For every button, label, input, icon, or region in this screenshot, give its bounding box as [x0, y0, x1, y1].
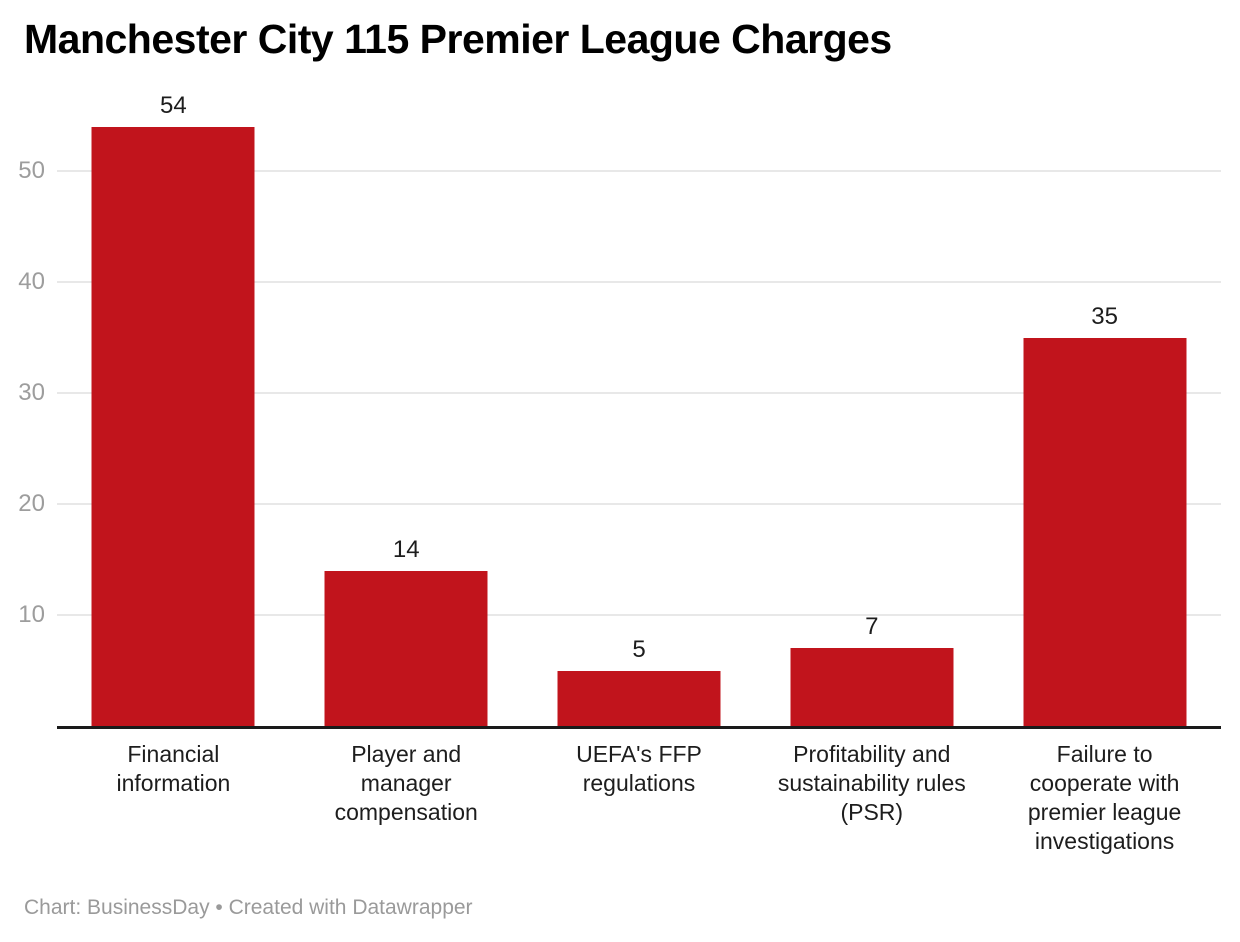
y-tick-label-40: 40 — [18, 268, 45, 295]
bar-value-label-3: 7 — [865, 613, 879, 641]
bar-slot-0: 54 — [57, 90, 290, 726]
bar-2 — [557, 670, 721, 726]
bar-3 — [790, 648, 954, 726]
x-axis-labels: Financial information Player and manager … — [57, 740, 1221, 856]
bar-0 — [91, 126, 255, 726]
y-tick-label-10: 10 — [18, 601, 45, 628]
bar-value-label-0: 54 — [160, 91, 187, 119]
y-tick-label-50: 50 — [18, 157, 45, 184]
bar-1 — [324, 570, 488, 726]
gridline-40 — [57, 281, 1221, 283]
bar-value-label-4: 35 — [1091, 302, 1118, 330]
bar-slot-4: 35 — [988, 90, 1221, 726]
y-tick-label-20: 20 — [18, 490, 45, 517]
gridline-30 — [57, 392, 1221, 394]
chart-footer: Chart: BusinessDay • Created with Datawr… — [24, 896, 473, 919]
x-axis-category-label-2: UEFA's FFP regulations — [576, 741, 702, 796]
bar-slot-3: 7 — [755, 90, 988, 726]
gridline-10 — [57, 614, 1221, 616]
x-axis-category-label-1: Player and manager compensation — [334, 741, 478, 825]
y-tick-label-30: 30 — [18, 379, 45, 406]
x-axis-line — [57, 726, 1221, 729]
bar-slot-2: 5 — [523, 90, 756, 726]
bar-value-label-1: 14 — [392, 535, 420, 563]
gridline-50 — [57, 170, 1221, 172]
bar-value-label-2: 5 — [632, 635, 646, 663]
chart-title: Manchester City 115 Premier League Charg… — [24, 16, 892, 62]
bar-slot-1: 14 — [290, 90, 523, 726]
x-axis-category-label-4: Failure to cooperate with premier league… — [1027, 741, 1182, 854]
plot-area: 10 20 30 40 50 54 14 5 7 35 — [18, 90, 1221, 729]
gridline-20 — [57, 503, 1221, 505]
x-axis-category-label-3: Profitability and sustainability rules (… — [777, 741, 966, 825]
bar-4 — [1023, 337, 1187, 726]
x-axis-category-label-0: Financial information — [116, 741, 231, 796]
